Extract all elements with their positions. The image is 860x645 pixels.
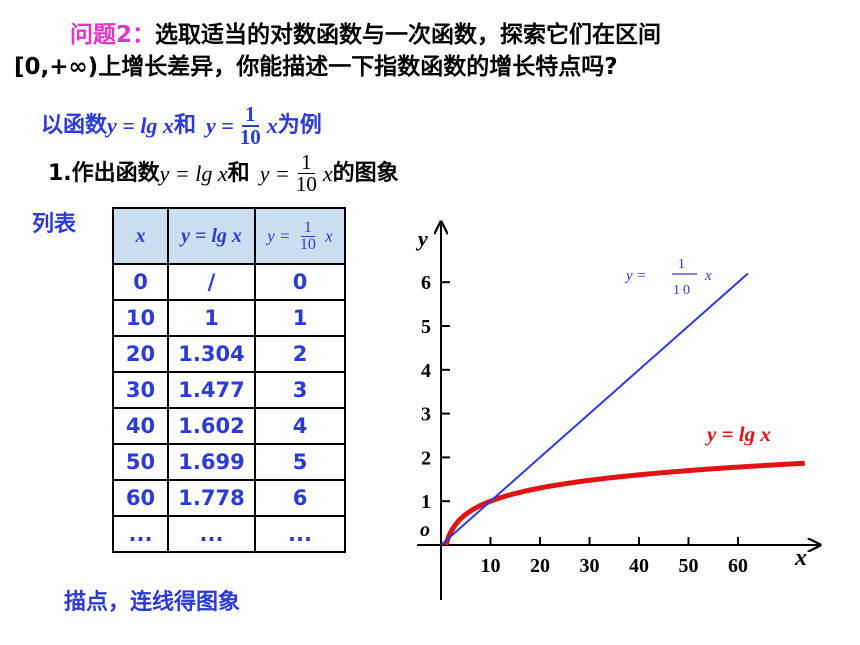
- cell-x: 50: [112, 443, 169, 481]
- legend-label-lg: y = lg x: [704, 422, 771, 446]
- question-text-2: [0,+∞)上增长差异，你能描述一下指数函数的增长特点吗?: [14, 54, 618, 80]
- cell-lg: 1.778: [167, 479, 256, 517]
- cell-lg: 1.477: [167, 371, 256, 409]
- cell-x: 60: [112, 479, 169, 517]
- y-ticks: 1 2 3 4 5 6: [421, 272, 450, 513]
- header-lg: y = lg x: [167, 207, 256, 265]
- example-join: 和: [173, 113, 196, 138]
- legend-linear-den: 10: [673, 283, 693, 298]
- header-fraction-den: 10: [299, 235, 316, 253]
- step1-func-linear-lhs: y =: [259, 160, 290, 186]
- cell-lg: 1.699: [167, 443, 256, 481]
- y-tick-label: 4: [421, 360, 431, 382]
- cell-x: 30: [112, 371, 169, 409]
- y-tick-label: 1: [421, 491, 431, 513]
- example-func-linear-var: x: [266, 113, 278, 138]
- y-tick-label: 3: [421, 404, 431, 426]
- table-row: 50 1.699 5: [112, 443, 346, 481]
- table-row: 0/0: [112, 263, 346, 301]
- cell-linear: 1: [254, 299, 346, 337]
- x-ticks: 10 20 30 40 50 60: [481, 537, 748, 577]
- cell-x: ...: [112, 515, 169, 553]
- y-axis-label: y: [415, 226, 428, 251]
- cell-linear: 0: [254, 263, 346, 301]
- legend-linear-num: 1: [678, 257, 685, 272]
- cell-lg: 1: [167, 299, 256, 337]
- cell-x: 40: [112, 407, 169, 445]
- question-text-1: 选取适当的对数函数与一次函数，探索它们在区间: [155, 22, 662, 48]
- origin-label: o: [420, 519, 430, 541]
- question-label: 问题2：: [70, 22, 156, 48]
- step1-fraction-den: 10: [295, 172, 317, 196]
- cell-x: 20: [112, 335, 169, 373]
- step1-line: 1.作出函数 y = lg x 和 y = 1 10 x 的图象: [48, 152, 399, 195]
- question-line-2: [0,+∞)上增长差异，你能描述一下指数函数的增长特点吗?: [14, 52, 618, 82]
- example-line: 以函数 y = lg x 和 y = 1 10 x 为例: [41, 104, 322, 148]
- series-line-lg: [443, 460, 805, 546]
- step1-fraction-num: 1: [298, 152, 315, 174]
- y-tick-label: 2: [421, 447, 431, 469]
- x-tick-label: 20: [530, 555, 550, 577]
- example-fraction: 1 10: [238, 104, 263, 148]
- cell-linear: 5: [254, 443, 346, 481]
- value-table: x y = lg x y = 1 10 x 0/0 10 1 1 20 1.304 2 …: [112, 207, 346, 553]
- table-row: .........: [112, 515, 346, 553]
- header-linear-lhs: y =: [267, 226, 291, 245]
- legend-linear-var: x: [704, 268, 712, 284]
- cell-linear: 4: [254, 407, 346, 445]
- cell-lg: 1.304: [167, 335, 256, 373]
- question-line-1: 问题2：选取适当的对数函数与一次函数，探索它们在区间: [70, 20, 661, 50]
- table-row: 40 1.602 4: [112, 407, 346, 445]
- cell-linear: ...: [254, 515, 346, 553]
- legend-linear-lhs: y =: [624, 268, 647, 284]
- example-prefix: 以函数: [41, 113, 108, 138]
- header-linear-var: x: [325, 226, 333, 245]
- series-line-linear: [440, 272, 749, 546]
- footer-instruction: 描点，连线得图象: [64, 590, 241, 615]
- step1-prefix: 1.作出函数: [48, 160, 160, 186]
- step1-func-lg: y = lg x: [159, 160, 228, 186]
- example-fraction-den: 10: [239, 125, 261, 149]
- x-tick-label: 10: [481, 555, 501, 577]
- cell-lg: ...: [167, 515, 256, 553]
- y-tick-label: 6: [421, 272, 431, 294]
- example-func-linear-lhs: y =: [205, 113, 234, 138]
- legend-label-linear: y = 1 10 x: [624, 257, 712, 298]
- example-func-lg: y = lg x: [107, 113, 174, 138]
- header-fraction-num: 1: [300, 219, 315, 237]
- cell-lg: /: [167, 263, 256, 301]
- list-label: 列表: [32, 212, 77, 237]
- example-fraction-num: 1: [242, 104, 259, 127]
- x-tick-label: 40: [629, 555, 649, 577]
- step1-suffix: 的图象: [332, 160, 399, 186]
- table-row: 60 1.778 6: [112, 479, 346, 517]
- example-suffix: 为例: [277, 113, 322, 138]
- cell-linear: 2: [254, 335, 346, 373]
- header-linear: y = 1 10 x: [254, 207, 346, 265]
- table-row: 20 1.304 2: [112, 335, 346, 373]
- cell-x: 10: [112, 299, 169, 337]
- x-tick-label: 50: [679, 555, 699, 577]
- x-axis-label: x: [794, 545, 807, 571]
- step1-fraction: 1 10: [294, 152, 319, 195]
- step1-func-linear-var: x: [322, 160, 333, 186]
- cell-lg: 1.602: [167, 407, 256, 445]
- cell-linear: 6: [254, 479, 346, 517]
- y-tick-label: 5: [421, 316, 431, 338]
- table-header-row: x y = lg x y = 1 10 x: [112, 207, 346, 265]
- header-x: x: [112, 207, 169, 265]
- x-tick-label: 30: [580, 555, 600, 577]
- header-linear-fraction: 1 10: [298, 219, 318, 253]
- cell-linear: 3: [254, 371, 346, 409]
- cell-x: 0: [112, 263, 169, 301]
- step1-join: 和: [227, 160, 250, 186]
- table-row: 30 1.477 3: [112, 371, 346, 409]
- x-tick-label: 60: [728, 555, 748, 577]
- table-row: 10 1 1: [112, 299, 346, 337]
